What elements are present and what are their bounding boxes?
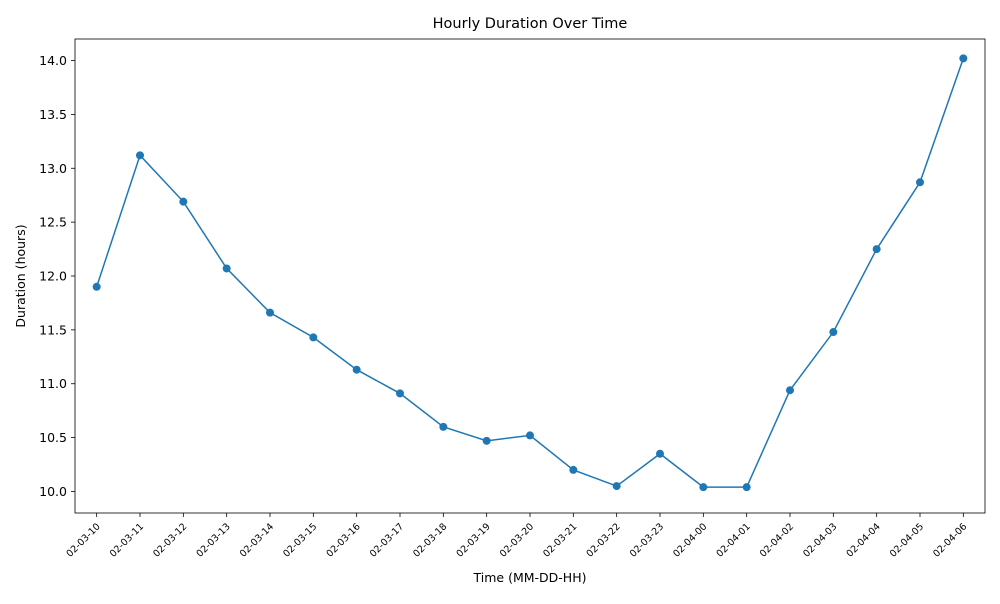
y-tick-label: 13.0 (39, 161, 67, 176)
data-point (742, 483, 751, 492)
x-tick-label: 02-03-21 (541, 521, 579, 559)
data-point (872, 245, 881, 254)
x-tick-label: 02-03-10 (65, 521, 103, 559)
x-tick-label: 02-04-00 (671, 521, 709, 559)
x-tick-label: 02-03-14 (238, 521, 276, 559)
chart-title: Hourly Duration Over Time (433, 16, 628, 32)
x-tick-label: 02-04-03 (801, 521, 839, 559)
x-tick-label: 02-03-22 (585, 521, 623, 559)
x-tick-label: 02-03-18 (411, 521, 449, 559)
data-point (612, 482, 621, 491)
y-tick-label: 12.5 (39, 215, 67, 230)
data-point (786, 386, 794, 395)
y-tick-label: 13.5 (39, 107, 67, 122)
plot-frame (74, 38, 986, 514)
x-tick-label: 02-04-06 (931, 521, 969, 559)
y-tick-label: 14.0 (39, 53, 67, 68)
data-point (916, 178, 924, 187)
data-point (396, 389, 404, 398)
y-axis-label: Duration (hours) (13, 224, 28, 327)
x-tick-label: 02-03-15 (281, 521, 319, 559)
data-point (179, 197, 188, 206)
data-point (92, 282, 101, 291)
x-tick-label: 02-04-02 (758, 521, 796, 559)
x-tick-label: 02-03-13 (195, 521, 233, 559)
x-tick-label: 02-04-01 (715, 521, 753, 559)
x-axis-ticks: 02-03-10 02-03-11 02-03-12 02-03-13 02-03-14… (65, 513, 969, 560)
data-point (439, 422, 448, 431)
data-point (959, 54, 968, 63)
data-point (656, 449, 664, 458)
data-point (309, 333, 318, 342)
plot-background (75, 39, 985, 513)
x-tick-label: 02-04-05 (888, 521, 926, 559)
series-layer (92, 54, 968, 492)
y-tick-label: 10.5 (39, 430, 67, 445)
x-tick-label: 02-03-11 (108, 521, 146, 559)
x-tick-label: 02-03-23 (628, 521, 666, 559)
x-tick-label: 02-03-16 (325, 521, 363, 559)
y-tick-label: 11.0 (39, 376, 67, 391)
x-tick-label: 02-03-19 (455, 521, 493, 559)
data-point (699, 483, 708, 492)
data-point (136, 151, 144, 160)
y-tick-label: 12.0 (39, 269, 67, 284)
data-point (569, 465, 578, 474)
x-tick-label: 02-03-20 (498, 521, 536, 559)
y-tick-label: 11.5 (39, 322, 67, 337)
x-tick-label: 02-03-17 (368, 521, 406, 559)
x-tick-label: 02-03-12 (151, 521, 189, 559)
data-point (352, 365, 361, 374)
data-point (222, 264, 231, 273)
data-point (829, 328, 838, 337)
y-tick-label: 10.0 (39, 484, 67, 499)
x-axis-label: Time (MM-DD-HH) (473, 570, 587, 585)
x-tick-label: 02-04-04 (845, 521, 883, 559)
data-point (266, 308, 274, 317)
y-axis-ticks: 10.0 10.5 11.0 11.5 12.0 12.5 13.0 13.5 14.0 (39, 53, 75, 499)
data-point (482, 436, 491, 445)
data-point (526, 431, 534, 440)
